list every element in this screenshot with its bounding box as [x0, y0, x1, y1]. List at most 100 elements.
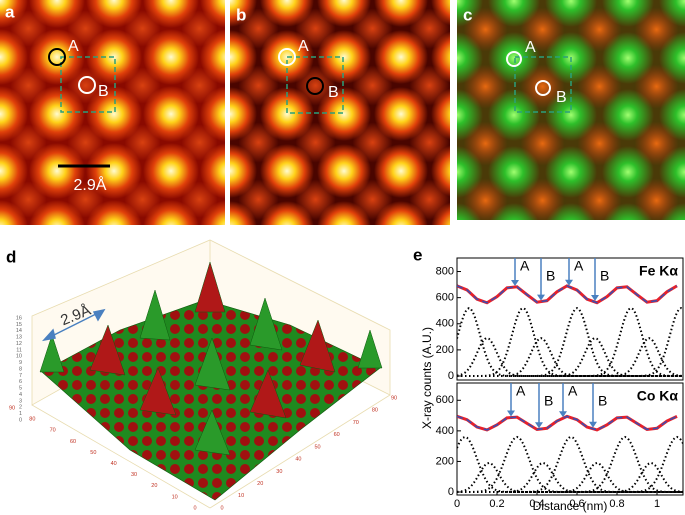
site-circle: [78, 76, 96, 94]
panel-label: b: [236, 5, 246, 24]
y-tick-label: 200: [436, 344, 454, 356]
site-label: B: [328, 84, 339, 101]
y-tick-label: 0: [448, 486, 454, 498]
y-tick-label: 400: [436, 318, 454, 330]
annotation: A: [574, 258, 584, 274]
x-tick-label: 0.2: [489, 498, 504, 510]
x-tick-label: 60: [70, 439, 76, 445]
component-peak: [457, 337, 683, 377]
site-label: A: [525, 39, 536, 56]
y-axis-label: X-ray counts (A.U.): [420, 327, 434, 429]
z-tick-label: 6: [19, 379, 22, 385]
y-tick-label: 70: [353, 420, 359, 426]
component-peak: [457, 337, 683, 377]
z-tick-label: 16: [16, 315, 22, 321]
x-tick-label: 20: [151, 483, 157, 489]
x-tick-label: 0.8: [609, 498, 624, 510]
z-tick-label: 3: [19, 398, 22, 404]
stem-image: [0, 0, 225, 225]
x-tick-label: 0: [454, 498, 460, 510]
annotation: A: [520, 258, 530, 274]
x-tick-label: 90: [9, 405, 15, 411]
z-tick-label: 7: [19, 373, 22, 379]
data-line: [457, 285, 678, 304]
z-tick-label: 10: [16, 354, 22, 360]
z-tick-label: 4: [19, 392, 22, 398]
x-tick-label: 50: [90, 450, 96, 456]
z-tick-label: 15: [16, 322, 22, 328]
3d-box: [31, 239, 391, 509]
site-label: A: [68, 38, 79, 55]
surface: [39, 261, 383, 501]
y-tick-label: 30: [276, 469, 282, 475]
x-axis-label: Distance (nm): [533, 499, 608, 513]
data-line: [457, 415, 678, 431]
box: [514, 56, 572, 113]
component-peak: [457, 435, 683, 493]
annotation: B: [544, 393, 553, 409]
x-tick-label: 70: [50, 428, 56, 434]
x-tick-label: 40: [111, 461, 117, 467]
site-label: B: [556, 89, 567, 106]
z-tick-label: 14: [16, 328, 22, 334]
z-tick-label: 0: [19, 417, 22, 423]
annotation: B: [598, 393, 607, 409]
y-tick-label: 10: [238, 493, 244, 499]
y-tick-label: 400: [436, 425, 454, 437]
z-tick-label: 2: [19, 405, 22, 411]
z-tick-label: 12: [16, 341, 22, 347]
z-tick-label: 8: [19, 366, 22, 372]
y-tick-label: 0: [220, 505, 223, 511]
site-circle: [306, 77, 324, 95]
annotation: A: [568, 383, 578, 399]
arrow-head: [589, 421, 597, 428]
arrow-head: [511, 280, 519, 287]
y-tick-label: 800: [436, 265, 454, 277]
annotation: B: [546, 268, 555, 284]
annotation: A: [516, 383, 526, 399]
site-circle: [506, 51, 522, 67]
y-tick-label: 600: [436, 292, 454, 304]
arrow-head: [537, 294, 545, 301]
component-peak: [457, 461, 683, 493]
z-tick-label: 13: [16, 335, 22, 341]
chart-title: Fe Kα: [639, 263, 678, 279]
scale-arrow: [41, 308, 106, 342]
y-tick-label: 40: [295, 457, 301, 463]
z-tick-label: 11: [16, 347, 22, 353]
site-circle: [48, 48, 66, 66]
y-tick-label: 50: [314, 444, 320, 450]
annotation: B: [600, 268, 609, 284]
arrow-head: [565, 279, 573, 286]
component-peak: [457, 337, 683, 377]
box: [286, 56, 344, 114]
y-tick-label: 60: [334, 432, 340, 438]
z-tick-label: 9: [19, 360, 22, 366]
x-tick-label: 30: [131, 472, 137, 478]
site-label: A: [298, 38, 309, 55]
panel-label: d: [6, 247, 16, 266]
panel-label: a: [5, 2, 15, 21]
z-tick-label: 5: [19, 386, 22, 392]
y-tick-label: 90: [391, 395, 397, 401]
plot-area: [457, 284, 683, 377]
y-tick-label: 600: [436, 394, 454, 406]
x-tick-label: 0.6: [569, 498, 584, 510]
plot-frame: [456, 257, 684, 381]
z-tick-label: 1: [19, 411, 22, 417]
site-circle: [278, 48, 296, 66]
chart-title: Co Kα: [637, 388, 679, 404]
scale-label: 2.9Å: [74, 175, 107, 194]
component-peak: [457, 337, 683, 377]
arrow-head: [535, 422, 543, 429]
panel-label: e: [413, 245, 422, 264]
arrow-head: [559, 411, 567, 418]
box: [60, 56, 116, 113]
site-circle: [535, 80, 551, 96]
y-tick-label: 200: [436, 455, 454, 467]
y-tick-label: 20: [257, 481, 263, 487]
x-tick-label: 1: [654, 498, 660, 510]
site-label: B: [98, 83, 109, 100]
x-tick-label: 10: [172, 494, 178, 500]
